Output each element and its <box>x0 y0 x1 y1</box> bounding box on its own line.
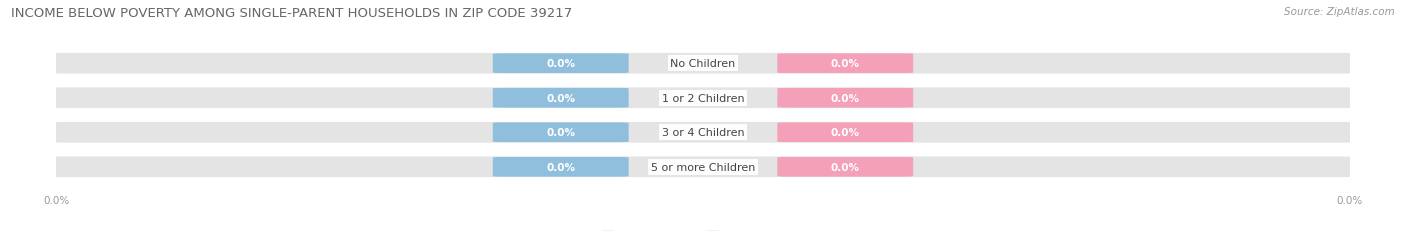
FancyBboxPatch shape <box>778 157 914 177</box>
Text: INCOME BELOW POVERTY AMONG SINGLE-PARENT HOUSEHOLDS IN ZIP CODE 39217: INCOME BELOW POVERTY AMONG SINGLE-PARENT… <box>11 7 572 20</box>
FancyBboxPatch shape <box>778 88 914 108</box>
FancyBboxPatch shape <box>494 54 628 74</box>
Text: 0.0%: 0.0% <box>831 128 860 138</box>
FancyBboxPatch shape <box>778 54 914 74</box>
Text: 0.0%: 0.0% <box>831 59 860 69</box>
Text: 0.0%: 0.0% <box>546 128 575 138</box>
Text: No Children: No Children <box>671 59 735 69</box>
Text: 1 or 2 Children: 1 or 2 Children <box>662 93 744 103</box>
Text: 0.0%: 0.0% <box>546 162 575 172</box>
FancyBboxPatch shape <box>494 123 628 143</box>
Text: Source: ZipAtlas.com: Source: ZipAtlas.com <box>1284 7 1395 17</box>
Text: 0.0%: 0.0% <box>831 162 860 172</box>
FancyBboxPatch shape <box>494 157 628 177</box>
FancyBboxPatch shape <box>49 156 1357 178</box>
Legend: Single Father, Single Mother: Single Father, Single Mother <box>598 227 808 231</box>
Text: 5 or more Children: 5 or more Children <box>651 162 755 172</box>
Text: 0.0%: 0.0% <box>546 59 575 69</box>
FancyBboxPatch shape <box>778 123 914 143</box>
FancyBboxPatch shape <box>49 121 1357 144</box>
Text: 0.0%: 0.0% <box>831 93 860 103</box>
FancyBboxPatch shape <box>49 53 1357 75</box>
FancyBboxPatch shape <box>49 87 1357 110</box>
Text: 0.0%: 0.0% <box>546 93 575 103</box>
Text: 3 or 4 Children: 3 or 4 Children <box>662 128 744 138</box>
FancyBboxPatch shape <box>494 88 628 108</box>
